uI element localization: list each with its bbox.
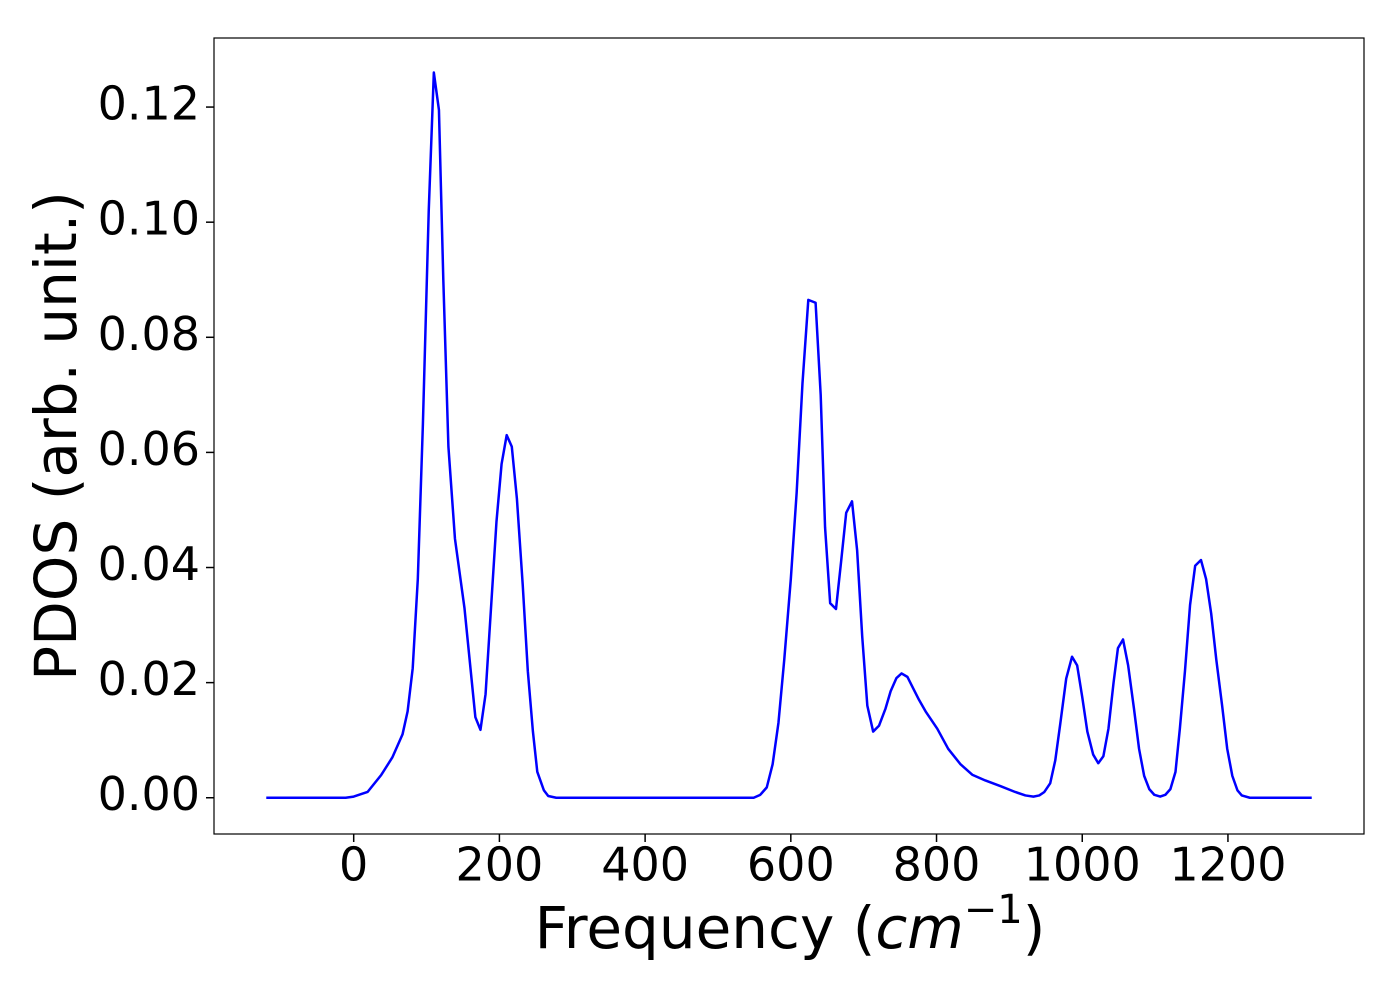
x-label-part: ) (1023, 894, 1046, 962)
x-tick-label: 1200 (1169, 838, 1286, 892)
y-tick-label: 0.04 (98, 537, 200, 591)
x-tick-label: 400 (601, 838, 689, 892)
y-axis-label: PDOS (arb. unit.) (22, 191, 90, 681)
y-tick-label: 0.12 (98, 77, 200, 131)
plot-frame (213, 37, 1365, 835)
x-tick-label: 800 (893, 838, 981, 892)
y-tick-label: 0.02 (98, 652, 200, 706)
x-label-part: cm (875, 894, 963, 962)
x-label-part: −1 (964, 887, 1023, 933)
y-tick-label: 0.10 (98, 192, 200, 246)
y-tick-label: 0.00 (98, 767, 200, 821)
data-line (266, 71, 1312, 799)
x-axis-label: Frequency (cm−1) (535, 887, 1046, 962)
x-tick-label: 0 (339, 838, 368, 892)
y-tick-label: 0.06 (98, 422, 200, 476)
x-tick-label: 600 (747, 838, 835, 892)
x-label-part: Frequency ( (535, 894, 876, 962)
x-tick-label: 1000 (1024, 838, 1141, 892)
y-tick-label: 0.08 (98, 307, 200, 361)
x-tick-label: 200 (455, 838, 543, 892)
